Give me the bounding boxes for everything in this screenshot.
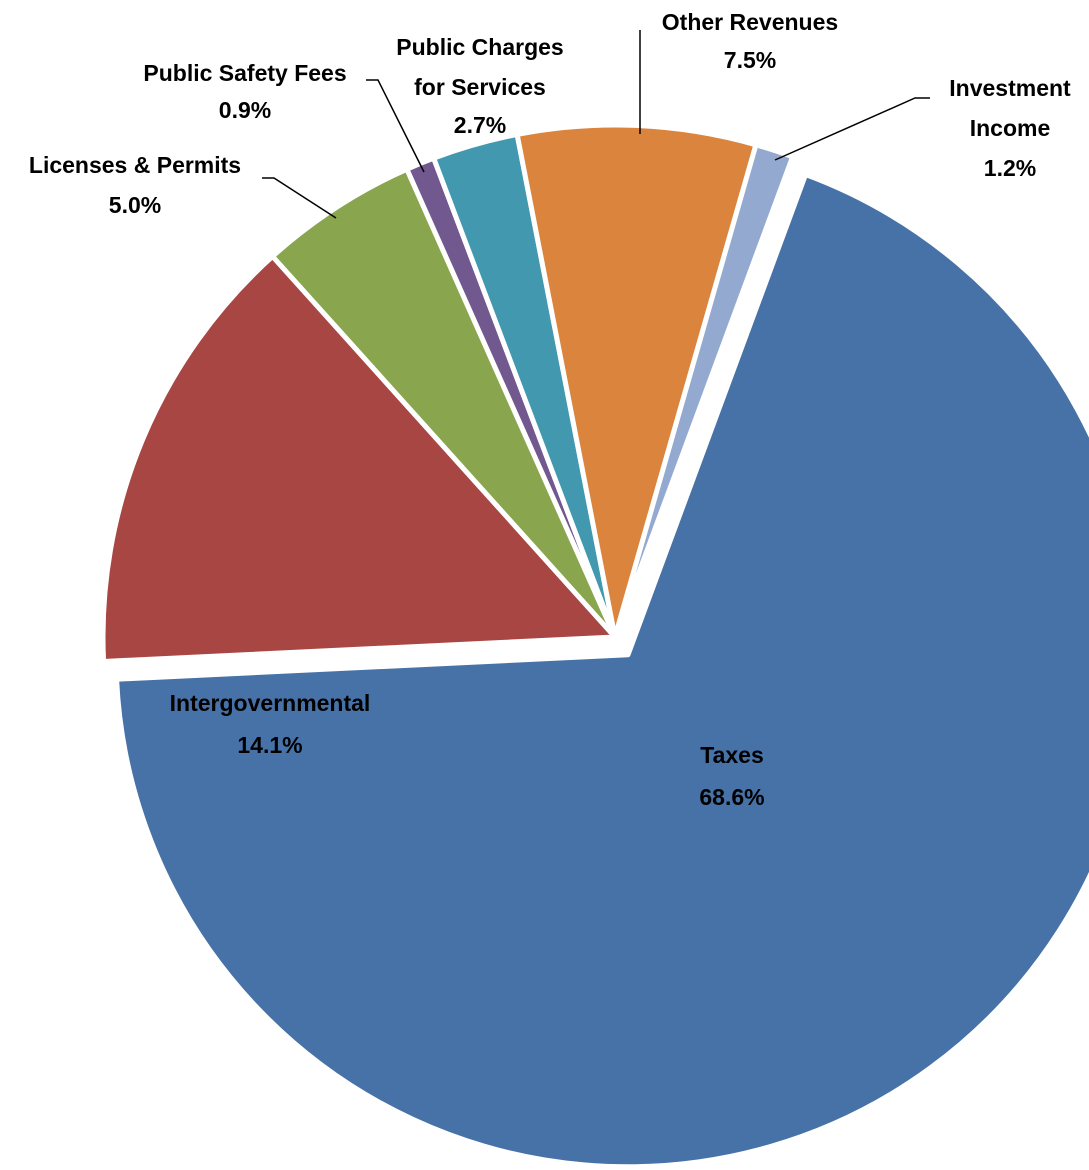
pie-slice <box>612 142 796 640</box>
leader-line <box>774 97 930 161</box>
slice-label: Licenses & Permits <box>28 152 242 178</box>
pie-slice <box>514 122 759 640</box>
slice-label: Public Charges for Services <box>396 34 564 100</box>
slice-label: Intergovernmental <box>169 690 371 716</box>
leader-lines <box>262 30 930 219</box>
slice-value: 0.9% <box>218 97 272 123</box>
slice-value: 14.1% <box>237 732 303 758</box>
slice-label: Investment Income <box>949 75 1071 141</box>
slice-value: 7.5% <box>723 47 777 73</box>
slice-label: Public Safety Fees <box>143 60 347 86</box>
slice-value: 2.7% <box>453 112 507 138</box>
slice-value: 1.2% <box>983 155 1037 181</box>
slice-value: 68.6% <box>699 784 765 810</box>
leader-line <box>366 79 425 173</box>
slice-label: Other Revenues <box>661 9 839 35</box>
pie-slice <box>270 166 618 640</box>
pie-slice <box>114 172 1089 1170</box>
slice-label: Taxes <box>700 742 764 768</box>
leader-line <box>262 177 337 219</box>
pie-slice <box>100 253 618 664</box>
slice-value: 5.0% <box>108 192 162 218</box>
